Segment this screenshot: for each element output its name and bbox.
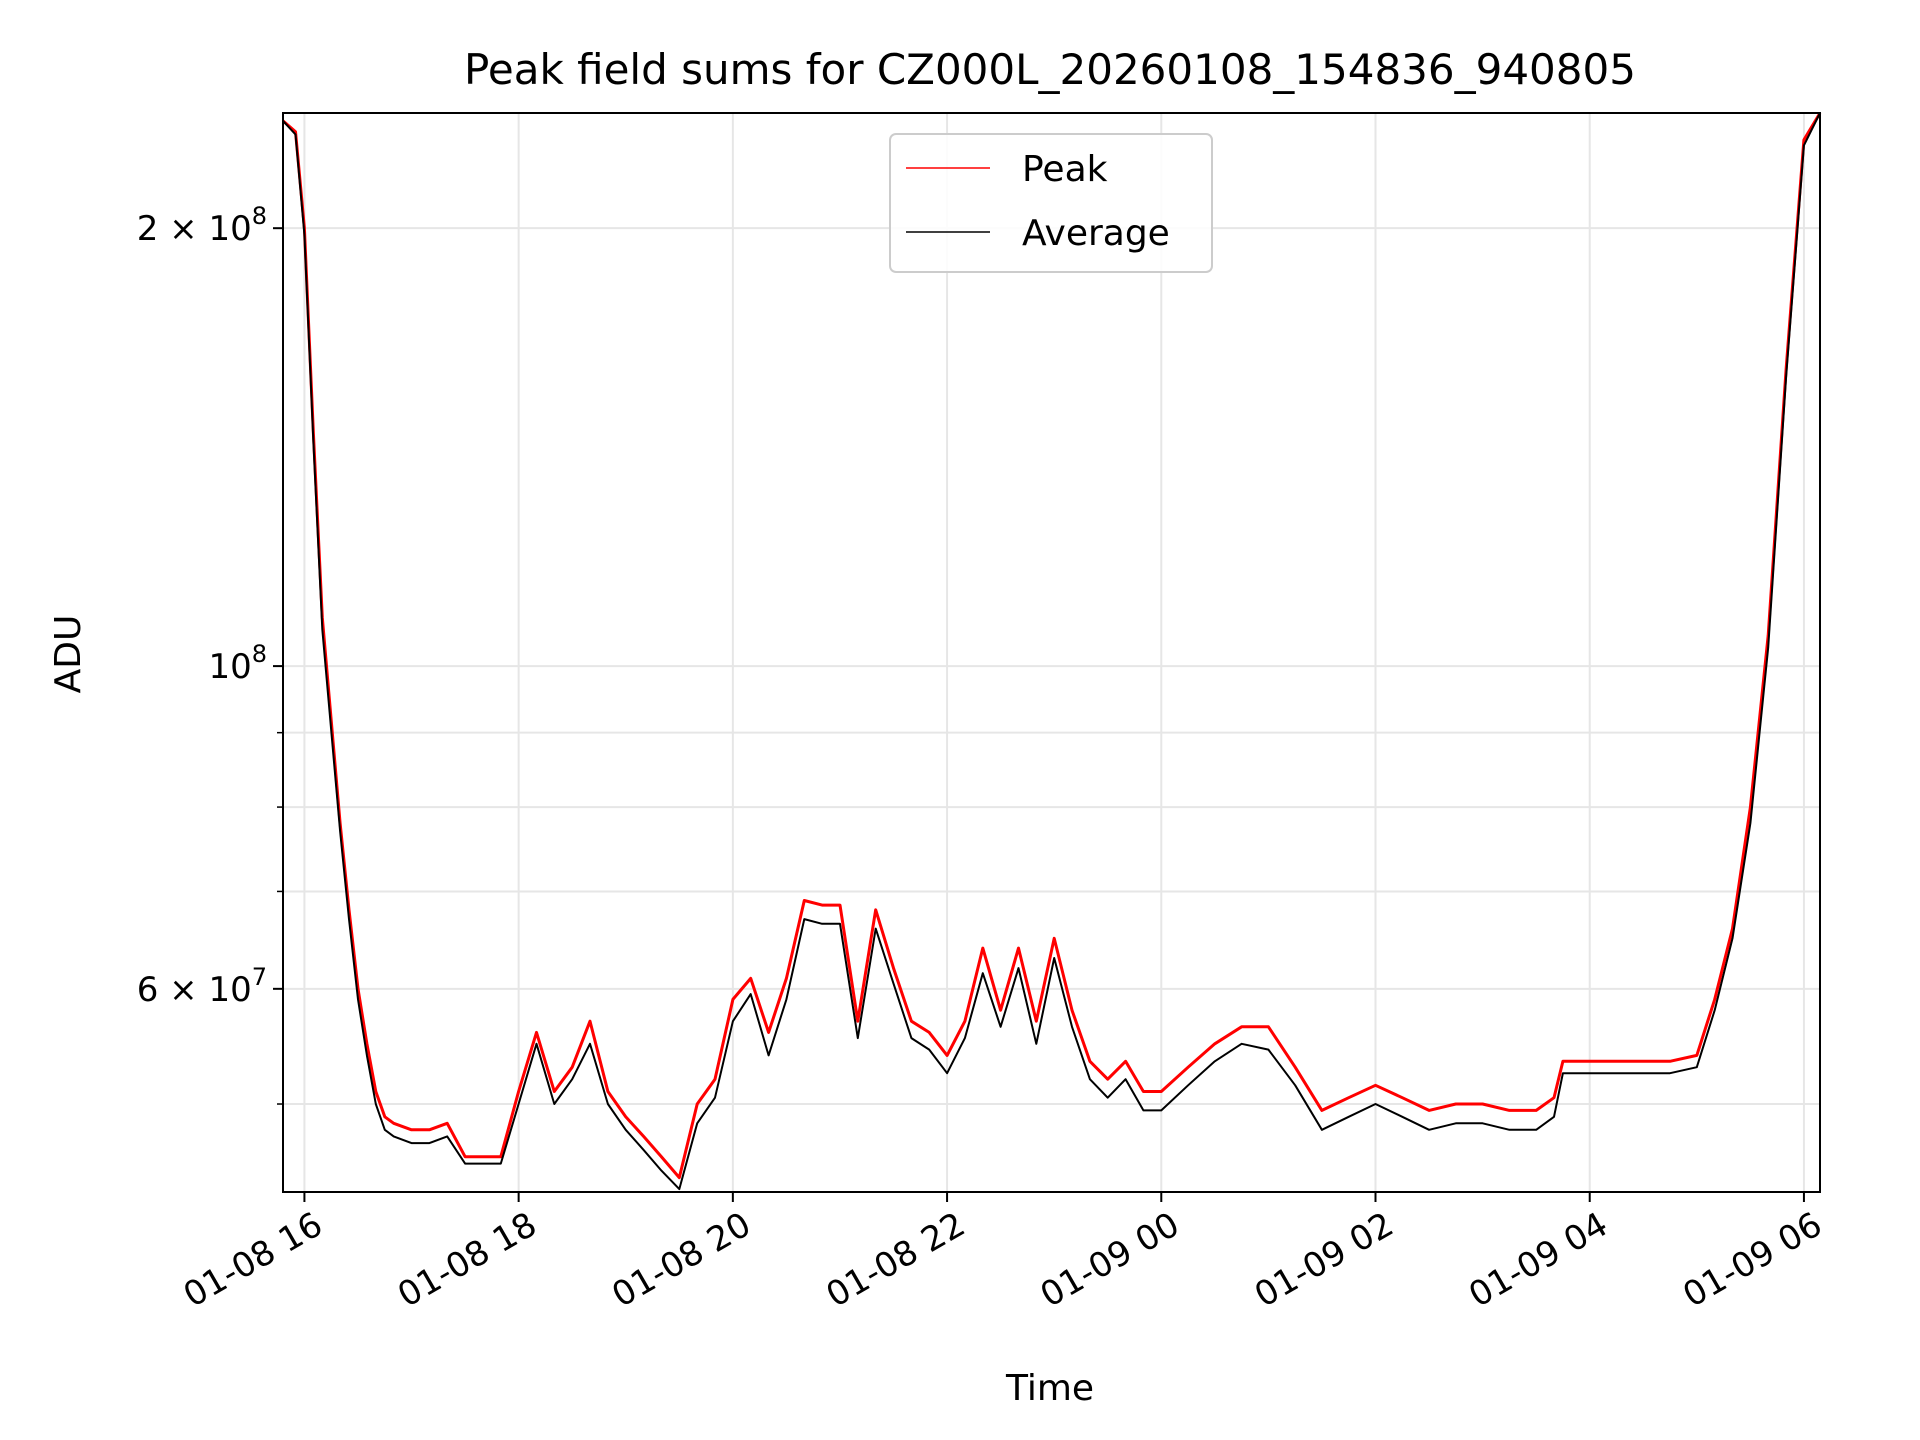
legend: Peak Average: [889, 133, 1213, 273]
x-tick-label: 01-09 00: [1034, 1205, 1186, 1316]
legend-label-average: Average: [1022, 213, 1170, 254]
x-tick-label: 01-08 22: [820, 1205, 972, 1316]
y-tick-base: 6 × 10: [137, 970, 252, 1010]
legend-label-peak: Peak: [1022, 149, 1108, 190]
plot-lines: [282, 112, 1822, 1191]
x-axis: 01-08 16 01-08 18 01-08 20 01-08 22 01-09 00…: [177, 1192, 1829, 1316]
y-tick-label: 2 × 108: [137, 202, 267, 249]
y-tick-exponent: 8: [252, 640, 267, 668]
x-tick-label: 01-08 20: [605, 1205, 757, 1316]
series-line-average: [282, 112, 1821, 1191]
y-tick-label: 108: [208, 640, 267, 687]
grid: [283, 113, 1820, 1192]
y-tick-exponent: 7: [252, 963, 267, 991]
x-axis-label: Time: [1005, 1368, 1094, 1409]
x-tick-label: 01-08 16: [177, 1205, 329, 1316]
x-tick-label: 01-08 18: [391, 1205, 543, 1316]
x-tick-label: 01-09 04: [1462, 1205, 1614, 1316]
y-tick-label: 6 × 107: [137, 963, 267, 1010]
x-tick-label: 01-09 02: [1248, 1205, 1400, 1316]
chart-title: Peak field sums for CZ000L_20260108_1548…: [464, 45, 1636, 94]
y-axis-label: ADU: [48, 615, 89, 694]
y-tick-base: 10: [208, 647, 251, 687]
y-tick-base: 2 × 10: [137, 209, 252, 249]
series-line-peak: [282, 112, 1822, 1180]
x-tick-label: 01-09 06: [1676, 1205, 1828, 1316]
y-tick-exponent: 8: [252, 202, 267, 230]
plot-frame: [282, 112, 1821, 1193]
